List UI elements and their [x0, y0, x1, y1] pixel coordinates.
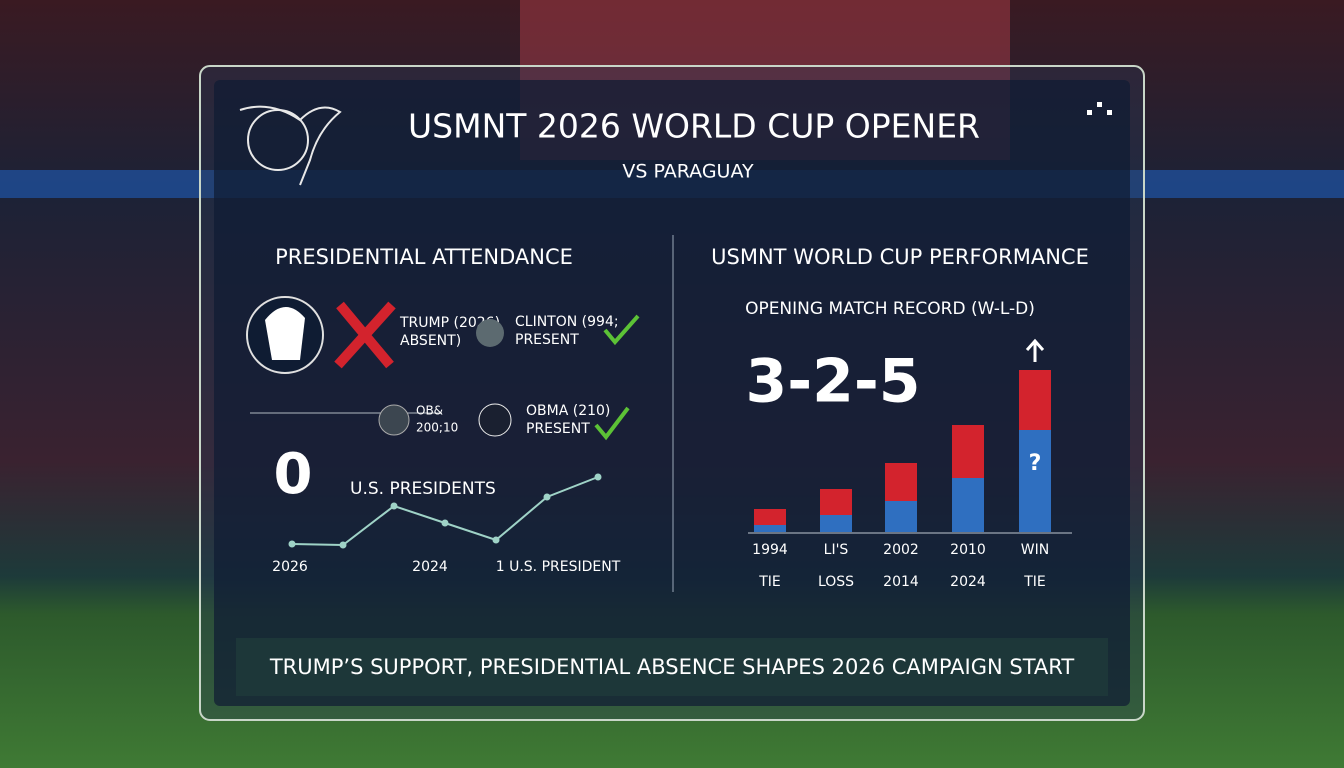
silhouette	[265, 306, 305, 360]
trend-point	[390, 502, 398, 510]
ob-portrait	[378, 404, 410, 436]
panel-inner	[214, 80, 1130, 706]
bar-label: 1994	[752, 542, 788, 558]
bar-segment	[885, 501, 917, 532]
bar-segment	[754, 525, 786, 532]
bar-label-2: 2024	[950, 574, 986, 590]
president-count: 0	[274, 442, 313, 507]
bar-label-2: 2014	[883, 574, 919, 590]
trend-point	[288, 540, 296, 548]
ob-label: OB&	[416, 404, 443, 418]
check	[594, 406, 630, 441]
bar-segment	[1019, 430, 1051, 532]
clinton-status: PRESENT	[515, 332, 579, 348]
bar-segment	[1019, 370, 1051, 430]
record: 3-2-5	[745, 347, 920, 417]
check	[603, 314, 640, 346]
trend-point	[594, 473, 602, 481]
bar-label: 2010	[950, 542, 986, 558]
bar-segment	[754, 509, 786, 525]
bar-segment	[952, 425, 984, 478]
clinton-label: CLINTON (994;	[515, 314, 619, 330]
bar-segment	[952, 478, 984, 532]
axis-label: 2026	[272, 559, 308, 575]
bar-segment	[820, 489, 852, 515]
subtitle: VS PARAGUAY	[622, 161, 754, 183]
ob-years: 200;10	[416, 421, 458, 435]
axis-label: 2024	[412, 559, 448, 575]
bar-label: WIN	[1021, 542, 1049, 558]
bar-label: 2002	[883, 542, 919, 558]
obama-label: OBMA (210)	[526, 403, 610, 419]
bar-segment	[885, 463, 917, 501]
banner	[236, 638, 1108, 696]
bar-label: LI'S	[824, 542, 849, 558]
up-arrow	[1025, 338, 1045, 362]
trend-point	[441, 519, 449, 527]
title: USMNT 2026 WORLD CUP OPENER	[408, 107, 980, 146]
clinton-portrait	[476, 319, 504, 347]
banner-text: TRUMP’S SUPPORT, PRESIDENTIAL ABSENCE SH…	[269, 655, 1075, 679]
trump-status: ABSENT)	[400, 333, 461, 349]
obama-portrait	[478, 403, 512, 437]
attendance-heading: PRESIDENTIAL ATTENDANCE	[275, 245, 573, 269]
axis-label: 1 U.S. PRESIDENT	[496, 559, 621, 575]
bar-segment	[820, 515, 852, 532]
performance-subheading: OPENING MATCH RECORD (W-L-D)	[745, 299, 1035, 319]
eagle-logo	[239, 105, 342, 186]
trend-point	[543, 493, 551, 501]
absent-cross	[334, 301, 396, 369]
trend-point	[492, 536, 500, 544]
bar-label-2: TIE	[1023, 574, 1046, 590]
performance-heading: USMNT WORLD CUP PERFORMANCE	[711, 245, 1089, 269]
obama-status: PRESENT	[526, 421, 590, 437]
count-label: U.S. PRESIDENTS	[350, 479, 496, 499]
trump-label: TRUMP (2026)	[399, 315, 500, 331]
bar-label-2: LOSS	[818, 574, 854, 590]
bar-label-2: TIE	[758, 574, 781, 590]
corner-icon	[1087, 102, 1112, 115]
unknown-mark: ?	[1029, 451, 1042, 476]
trend-point	[339, 541, 347, 549]
